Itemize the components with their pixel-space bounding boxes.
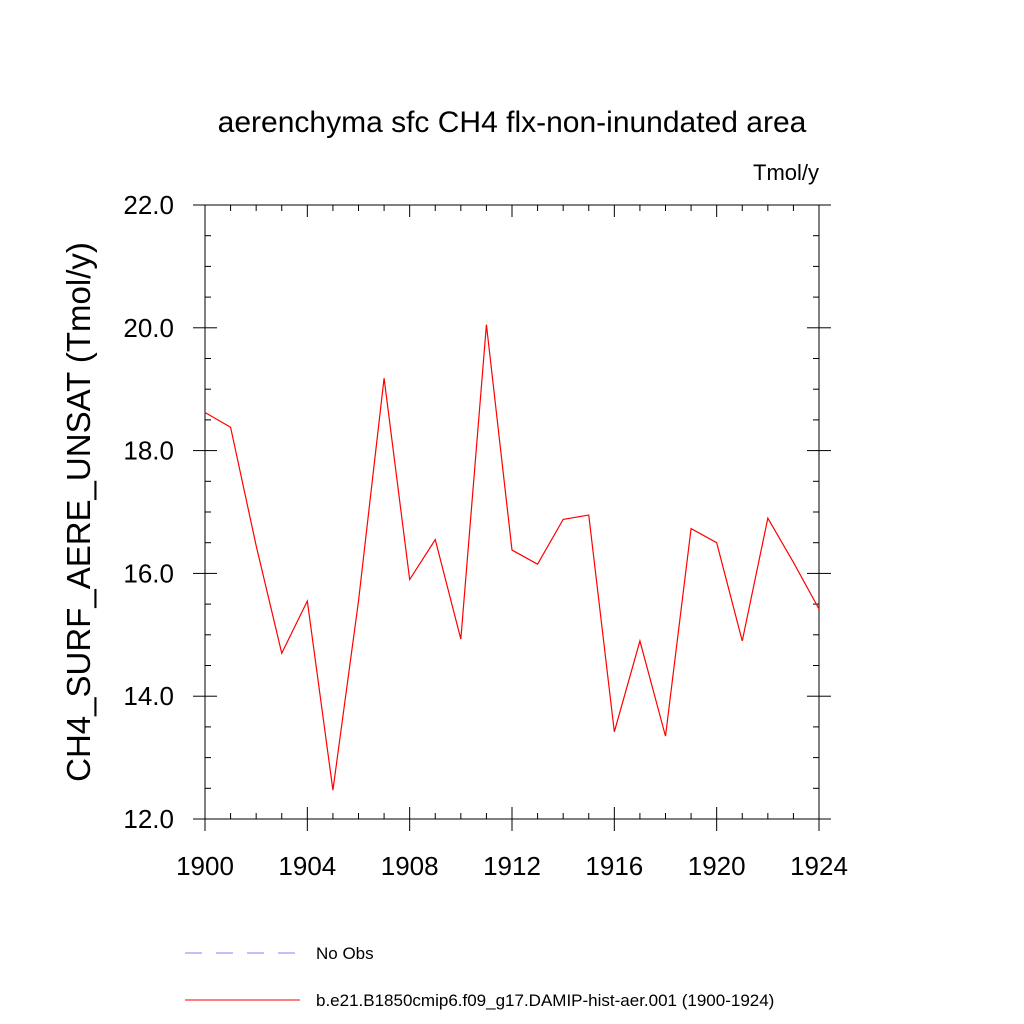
series-line [204, 324, 820, 791]
axis-ticks [193, 204, 831, 831]
chart-title: aerenchyma sfc CH4 flx-non-inundated are… [218, 106, 807, 139]
plot-frame [204, 204, 820, 820]
x-tick-label: 1904 [278, 851, 336, 881]
y-tick-label: 20.0 [123, 313, 174, 343]
y-tick-label: 12.0 [123, 804, 174, 834]
x-tick-label: 1908 [381, 851, 439, 881]
units-label: Tmol/y [753, 160, 819, 185]
x-tick-label: 1912 [483, 851, 541, 881]
x-tick-label: 1900 [176, 851, 234, 881]
legend-label-model: b.e21.B1850cmip6.f09_g17.DAMIP-hist-aer.… [316, 991, 774, 1010]
y-tick-label: 14.0 [123, 681, 174, 711]
y-tick-label: 22.0 [123, 190, 174, 220]
tick-labels: 1900 1904 1908 1912 1916 1920 1924 12.0 14.0 16.0… [123, 190, 848, 881]
y-axis-label: CH4_SURF_AERE_UNSAT (Tmol/y) [60, 242, 97, 782]
series-group [204, 324, 820, 791]
legend-label-no-obs: No Obs [316, 944, 374, 963]
y-tick-label: 16.0 [123, 558, 174, 588]
x-tick-label: 1924 [790, 851, 848, 881]
y-tick-label: 18.0 [123, 436, 174, 466]
x-tick-label: 1916 [585, 851, 643, 881]
legend: No Obs b.e21.B1850cmip6.f09_g17.DAMIP-hi… [185, 944, 774, 1010]
x-tick-label: 1920 [688, 851, 746, 881]
